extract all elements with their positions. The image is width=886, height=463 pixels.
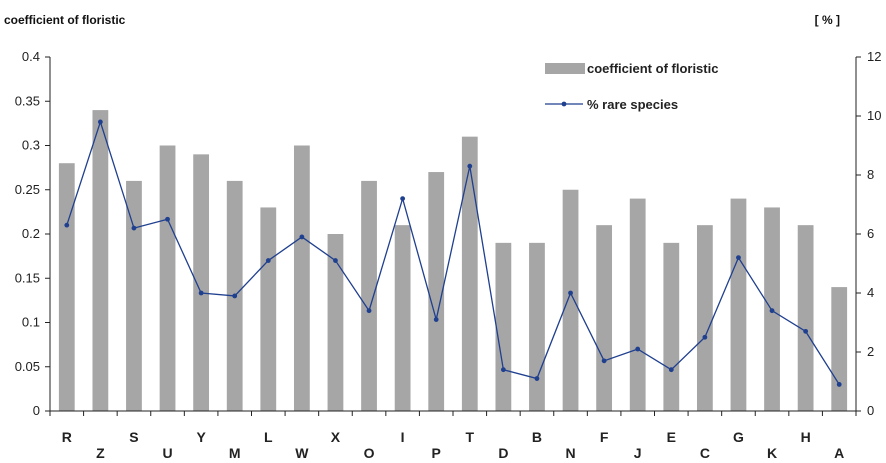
- point-Y: [198, 290, 204, 296]
- category-label-K: K: [767, 445, 777, 461]
- point-U: [165, 216, 170, 222]
- category-label-H: H: [801, 429, 811, 445]
- left-tick-label: 0.1: [22, 315, 40, 330]
- point-K: [769, 308, 775, 314]
- bar-F: [596, 225, 613, 411]
- point-H: [803, 328, 809, 334]
- category-label-N: N: [565, 445, 575, 461]
- category-label-Y: Y: [196, 429, 206, 445]
- bar-A: [831, 287, 848, 411]
- bar-T: [461, 136, 478, 411]
- point-B: [534, 376, 540, 381]
- bar-N: [562, 189, 579, 411]
- bar-L: [260, 207, 277, 411]
- right-tick-label: 4: [867, 285, 874, 300]
- left-tick-label: 0.25: [15, 182, 40, 197]
- bar-E: [663, 242, 680, 411]
- point-M: [232, 293, 238, 299]
- category-label-T: T: [466, 429, 475, 445]
- category-label-U: U: [162, 445, 172, 461]
- right-tick-label: 8: [867, 167, 874, 182]
- bar-Z: [92, 110, 109, 411]
- axes: 0 0.05 0.1 0.15 0.2 0.25 0.3 0.35 0.4 0 2 4 6 8 10 12 R Z…: [15, 49, 882, 461]
- legend-bar-swatch: [545, 63, 585, 74]
- left-tick-label: 0.35: [15, 93, 40, 108]
- category-label-O: O: [364, 445, 375, 461]
- right-tick-label: 2: [867, 344, 874, 359]
- bar-D: [495, 242, 512, 411]
- category-label-P: P: [432, 445, 441, 461]
- point-X: [333, 258, 338, 263]
- point-F: [601, 358, 607, 364]
- bar-B: [529, 242, 545, 411]
- point-G: [736, 255, 741, 260]
- category-label-S: S: [129, 429, 138, 445]
- category-label-R: R: [62, 429, 72, 445]
- point-R: [64, 222, 70, 228]
- point-W: [299, 234, 305, 240]
- left-tick-label: 0.2: [22, 226, 40, 241]
- right-tick-label: 12: [867, 49, 881, 64]
- left-tick-label: 0.4: [22, 49, 40, 64]
- bar-O: [361, 180, 377, 411]
- point-L: [265, 258, 271, 263]
- point-P: [433, 317, 439, 322]
- left-tick-label: 0.15: [15, 270, 40, 285]
- category-label-G: G: [733, 429, 744, 445]
- line-series: [64, 119, 842, 387]
- category-label-D: D: [498, 445, 508, 461]
- legend-line-label: % rare species: [587, 97, 678, 112]
- left-axis-title: coefficient of floristic: [4, 13, 126, 27]
- bar-X: [327, 234, 344, 411]
- point-T: [467, 163, 473, 169]
- category-label-J: J: [634, 445, 642, 461]
- bar-G: [730, 198, 747, 411]
- right-tick-label: 6: [867, 226, 874, 241]
- rare-species-line: [66, 119, 840, 385]
- point-E: [668, 367, 674, 373]
- category-label-I: I: [401, 429, 405, 445]
- category-label-W: W: [295, 445, 309, 461]
- left-tick-label: 0.3: [22, 138, 40, 153]
- category-label-F: F: [600, 429, 609, 445]
- point-A: [836, 382, 842, 387]
- category-label-L: L: [264, 429, 273, 445]
- point-Z: [97, 119, 103, 125]
- bar-U: [159, 145, 176, 411]
- bar-P: [428, 172, 445, 411]
- point-D: [500, 367, 506, 373]
- bar-J: [629, 198, 646, 411]
- category-label-Z: Z: [96, 445, 105, 461]
- point-C: [702, 334, 708, 340]
- category-label-C: C: [700, 445, 710, 461]
- category-label-E: E: [667, 429, 676, 445]
- bar-series: [58, 110, 848, 411]
- bar-R: [58, 163, 75, 411]
- point-O: [366, 308, 372, 314]
- category-label-M: M: [229, 445, 241, 461]
- right-tick-label: 0: [867, 403, 874, 418]
- left-tick-label: 0: [33, 403, 40, 418]
- point-J: [635, 346, 641, 352]
- right-axis-title: [ % ]: [814, 13, 840, 27]
- bar-I: [394, 225, 411, 411]
- point-S: [131, 225, 137, 231]
- legend-line-marker: [561, 101, 567, 107]
- category-label-B: B: [532, 429, 542, 445]
- legend: coefficient of floristic % rare species: [545, 61, 718, 112]
- bar-S: [126, 180, 142, 411]
- category-label-A: A: [834, 445, 844, 461]
- bar-W: [293, 145, 310, 411]
- right-tick-label: 10: [867, 108, 881, 123]
- bar-Y: [193, 154, 210, 411]
- left-tick-label: 0.05: [15, 359, 40, 374]
- legend-bar-label: coefficient of floristic: [587, 61, 718, 76]
- bar-C: [696, 225, 713, 411]
- point-N: [568, 290, 573, 296]
- point-I: [400, 196, 406, 202]
- category-label-X: X: [331, 429, 341, 445]
- bar-H: [797, 225, 814, 411]
